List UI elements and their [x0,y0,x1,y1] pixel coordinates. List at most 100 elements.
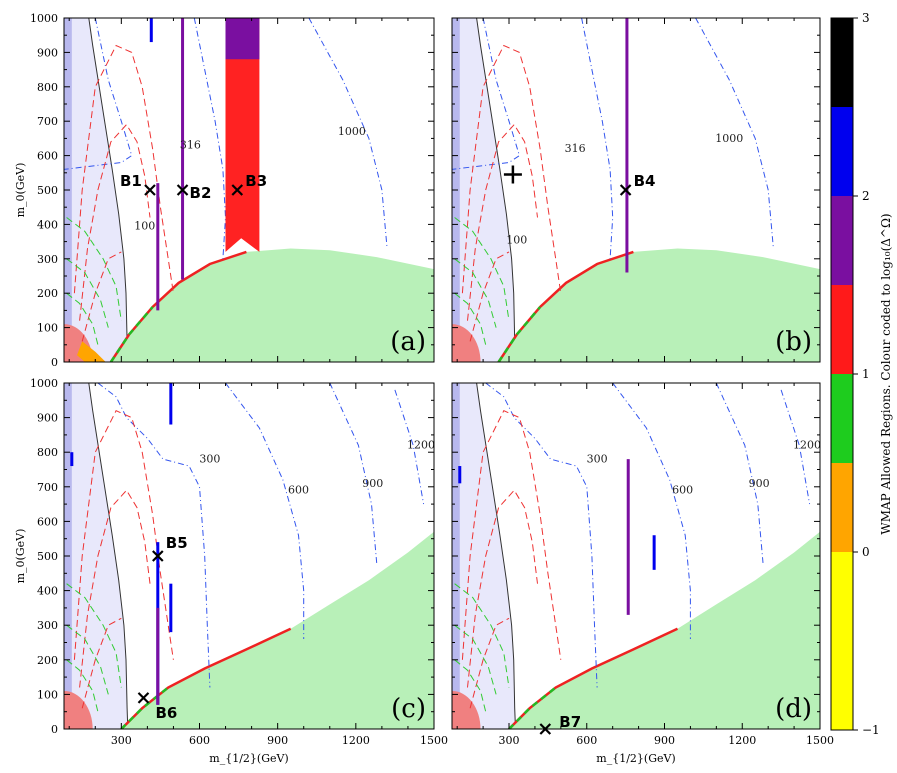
y-tick-label: 200 [37,654,58,667]
exclusion-boundary [452,383,516,729]
contour-label: 900 [362,477,383,490]
contour-line [715,383,764,563]
x-tick-label: 900 [654,734,675,747]
panel-label: (b) [775,327,812,357]
y-tick-label: 600 [37,515,58,528]
chart-panel-3: 300 600 900 1200 B5 B6 (c) 0 100 200 300 400 500 600 7… [14,377,448,765]
y-tick-label: 100 [37,322,58,335]
contour-line [66,292,99,345]
contour-line [79,123,151,321]
contour-line [66,258,109,328]
contour-label: 100 [506,233,527,246]
contour-line [581,18,614,259]
contour-label: 316 [180,139,201,152]
colorbar-band [831,107,853,196]
x-tick-label: 1500 [806,734,834,747]
contour-line [454,624,497,695]
contour-label: 300 [199,453,220,466]
tachyon-region [452,324,481,362]
y-axis-label: m_0(GeV) [14,163,27,218]
colorbar-tick-label: 1 [862,367,870,381]
excluded-region [452,383,516,729]
contour-line [467,123,538,321]
plot-area: 316 100 1000 [452,18,820,362]
allowed-strip-green [109,306,154,362]
x-tick-label: 1200 [728,734,756,747]
orange-region [77,341,106,362]
benchmark-marker [619,184,632,196]
y-tick-label: 600 [37,150,58,163]
contour-line [454,292,487,345]
contour-line [66,583,122,688]
plot-area: 300 600 900 1200 [64,383,434,729]
stau-lsp-region [498,248,820,362]
contour-line [452,18,520,170]
contour-line [64,18,133,170]
contour-line [66,624,109,695]
contour-label: 1000 [715,132,743,145]
benchmark-label: B6 [155,704,177,722]
contour-label: 100 [134,220,155,233]
contour-label: 316 [565,142,586,155]
panel-label: (c) [391,694,426,724]
colorbar-band [831,552,853,730]
contour-line [79,489,151,688]
contour-label: 300 [587,453,608,466]
exclusion-boundary [64,18,129,362]
y-tick-label: 200 [37,287,58,300]
contour-label: 900 [749,477,770,490]
y-tick-label: 500 [37,550,58,563]
benchmark-marker [176,184,189,196]
excluded-region [64,18,128,362]
y-tick-label: 400 [37,218,58,231]
benchmark-marker [144,184,156,196]
colorbar-band [831,463,853,552]
benchmark-marker [231,184,244,196]
benchmark-marker [137,692,150,704]
purple-region-b3 [225,18,260,60]
chart-panel-1: 316 100 1000 B1 B2 B3 (a) 0 100 200 300 400 500 600 70… [14,12,435,369]
x-tick-label: 1500 [420,734,448,747]
colorbar-tick-label: 0 [862,545,870,559]
y-axis-label: m_0(GeV) [14,529,27,584]
exclusion-boundary [452,18,516,362]
contour-label: 1000 [338,125,366,138]
colorbar-tick-label: 2 [862,189,870,203]
colorbar-tick-label: 3 [862,11,870,25]
x-tick-label: 300 [111,734,132,747]
colorbar-band [831,374,853,463]
x-tick-label: 600 [189,734,210,747]
stau-lsp-region [110,248,434,362]
colorbar-tick-label: −1 [862,723,880,737]
contour-line [454,217,510,321]
y-tick-label: 0 [51,723,58,736]
contour-line [612,383,691,639]
contour-line [66,217,122,321]
contour-label: 1200 [793,439,821,452]
y-tick-label: 800 [37,81,58,94]
contour-line [193,18,227,259]
colorbar: 3 2 1 0 −1 WMAP Allowed Regions. Colour code… [830,11,893,737]
contour-line [308,18,388,249]
x-tick-label: 1200 [342,734,370,747]
contour-line [695,18,774,249]
tachyon-region [64,690,93,729]
panel-label: (a) [390,327,426,357]
contour-line [454,258,497,328]
y-tick-label: 100 [37,688,58,701]
benchmark-label: B3 [245,172,267,190]
y-tick-label: 0 [51,356,58,369]
benchmark-label: B5 [166,534,188,552]
contour-line [225,383,305,639]
contour-line [467,489,538,688]
y-tick-label: 1000 [30,12,58,25]
allowed-strip-green [497,306,542,362]
benchmark-label: B1 [120,172,142,190]
plot-area: 316 100 1000 [64,18,434,362]
y-tick-label: 400 [37,585,58,598]
contour-line [454,583,510,688]
benchmark-marker [503,165,522,184]
colorbar-title: WMAP Allowed Regions. Colour coded to lo… [879,213,893,534]
y-tick-label: 800 [37,446,58,459]
y-tick-label: 1000 [30,377,58,390]
